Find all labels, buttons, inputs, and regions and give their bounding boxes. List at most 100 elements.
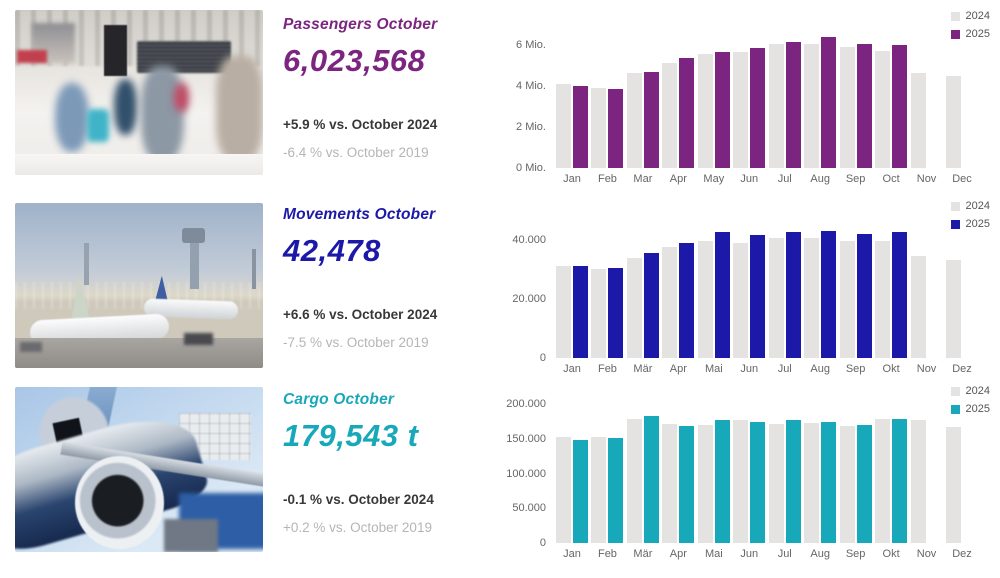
- bar-2024-Jul[interactable]: [768, 44, 784, 168]
- bar-2024-Sep[interactable]: [839, 426, 855, 543]
- bar-2024-Feb[interactable]: [591, 269, 607, 358]
- bar-2024-Apr[interactable]: [662, 247, 678, 358]
- bar-2024-Jun[interactable]: [733, 243, 749, 358]
- bar-2024-Aug[interactable]: [804, 423, 820, 543]
- legend-item-2024[interactable]: 2024: [950, 10, 990, 22]
- bar-2024-Mai[interactable]: [697, 425, 713, 543]
- bar-2024-Jan[interactable]: [556, 84, 571, 168]
- bar-2025-Aug[interactable]: [821, 422, 837, 543]
- bar-group-Jun: Jun: [733, 33, 766, 188]
- bar-2024-Feb[interactable]: [591, 88, 607, 168]
- bar-2025-Apr[interactable]: [679, 426, 695, 543]
- bar-2024-Jun[interactable]: [733, 420, 749, 543]
- bars: [556, 228, 588, 358]
- bar-2025-Okt[interactable]: [892, 419, 908, 543]
- legend-item-2024[interactable]: 2024: [950, 200, 990, 212]
- legend-item-2025[interactable]: 2025: [950, 218, 990, 230]
- bar-2024-Okt[interactable]: [875, 241, 891, 358]
- control-tower-cab-shape: [182, 227, 205, 243]
- bars: [910, 228, 943, 358]
- bar-2024-Jan[interactable]: [556, 437, 571, 543]
- bar-2025-Jun[interactable]: [750, 235, 766, 358]
- bar-2025-Jul[interactable]: [785, 42, 801, 168]
- bar-2025-Jan[interactable]: [573, 440, 588, 543]
- passengers-delta-2019: -6.4 % vs. October 2019: [283, 145, 429, 160]
- y-axis-tick: 150.000: [506, 433, 546, 446]
- x-axis-label: Jun: [740, 363, 759, 375]
- bar-2025-Jul[interactable]: [785, 420, 801, 543]
- suitcase-shape: [86, 109, 110, 142]
- bar-2024-Jul[interactable]: [768, 238, 784, 358]
- light-mast-shape: [251, 249, 256, 289]
- bar-2024-Aug[interactable]: [804, 44, 820, 168]
- bar-2025-Sep[interactable]: [856, 234, 872, 358]
- bar-2025-Feb[interactable]: [608, 89, 624, 168]
- bar-2025-Jan[interactable]: [573, 266, 588, 358]
- bar-2024-Nov[interactable]: [910, 73, 926, 168]
- bar-2024-Jan[interactable]: [556, 266, 571, 358]
- bars: [697, 33, 730, 168]
- bar-2024-Mar[interactable]: [626, 73, 642, 168]
- bar-2025-Sep[interactable]: [856, 425, 872, 543]
- bar-2025-Apr[interactable]: [679, 243, 695, 358]
- bar-group-Feb: Feb: [591, 33, 624, 188]
- legend-item-2024[interactable]: 2024: [950, 385, 990, 397]
- bars: [591, 401, 624, 543]
- x-axis-label: Jul: [777, 173, 792, 185]
- bar-2025-Jan[interactable]: [573, 86, 588, 168]
- bar-2024-Aug[interactable]: [804, 238, 820, 358]
- bar-2025-Mai[interactable]: [714, 232, 730, 358]
- bar-2025-Mai[interactable]: [714, 420, 730, 543]
- bar-2024-Sep[interactable]: [839, 47, 855, 168]
- bar-2024-Jun[interactable]: [733, 52, 749, 168]
- bar-2024-Mär[interactable]: [626, 419, 642, 543]
- bar-2025-Aug[interactable]: [821, 37, 837, 168]
- bar-2024-Jul[interactable]: [768, 424, 784, 543]
- bar-2025-Feb[interactable]: [608, 438, 624, 543]
- bar-2025-Sep[interactable]: [856, 44, 872, 168]
- bar-2024-Oct[interactable]: [875, 51, 891, 168]
- x-axis-label: Aug: [810, 548, 830, 560]
- bar-2024-Nov[interactable]: [910, 256, 926, 358]
- bar-2024-Okt[interactable]: [875, 419, 891, 543]
- bars: [626, 33, 659, 168]
- bar-2025-Aug[interactable]: [821, 231, 837, 358]
- bar-group-Nov: Nov: [910, 33, 943, 188]
- bar-2025-Mär[interactable]: [643, 416, 659, 543]
- bar-2024-Apr[interactable]: [662, 424, 678, 543]
- bar-2024-Sep[interactable]: [839, 241, 855, 358]
- legend-item-2025[interactable]: 2025: [950, 403, 990, 415]
- bars: [768, 228, 801, 358]
- x-axis-label: Nov: [916, 548, 937, 560]
- bar-2025-Oct[interactable]: [892, 45, 908, 168]
- bar-2024-Feb[interactable]: [591, 437, 607, 543]
- bar-2024-Apr[interactable]: [662, 63, 678, 168]
- bar-2025-Jul[interactable]: [785, 232, 801, 358]
- x-axis-label: Apr: [669, 363, 687, 375]
- bar-2025-Apr[interactable]: [679, 58, 695, 168]
- bar-2024-Nov[interactable]: [910, 420, 926, 543]
- bar-2024-Dec[interactable]: [945, 76, 961, 168]
- bar-2025-Mär[interactable]: [643, 253, 659, 358]
- mast-shape: [84, 242, 90, 286]
- y-axis-tick: 0 Mio.: [516, 162, 546, 174]
- bar-2025-Jun[interactable]: [750, 48, 766, 168]
- legend-swatch-icon: [950, 201, 960, 211]
- bar-2025-Mar[interactable]: [643, 72, 659, 168]
- cargo-title: Cargo October: [283, 391, 395, 408]
- bar-2024-Dez[interactable]: [945, 260, 961, 358]
- bar-2024-Mär[interactable]: [626, 258, 642, 358]
- bar-group-Sep: Sep: [839, 228, 872, 378]
- bar-2024-Mai[interactable]: [697, 241, 713, 358]
- bar-2025-Jun[interactable]: [750, 422, 766, 543]
- bar-2024-May[interactable]: [697, 54, 713, 168]
- x-axis-label: Mai: [704, 363, 723, 375]
- bars: [839, 228, 872, 358]
- bar-2025-Okt[interactable]: [892, 232, 908, 358]
- bars: [910, 401, 943, 543]
- bar-2025-May[interactable]: [714, 52, 730, 168]
- bar-2024-Dez[interactable]: [945, 427, 961, 543]
- legend-item-2025[interactable]: 2025: [950, 28, 990, 40]
- bar-2025-Feb[interactable]: [608, 268, 624, 358]
